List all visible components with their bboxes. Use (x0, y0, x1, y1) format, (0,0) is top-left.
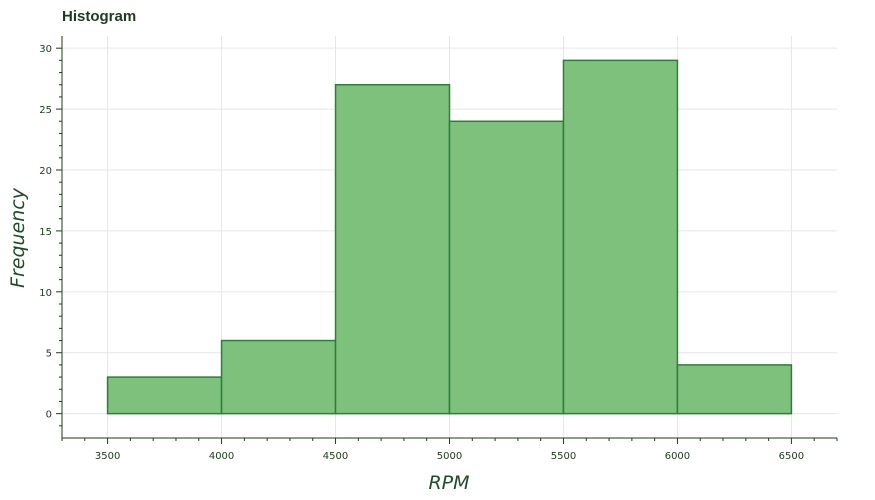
x-tick-label: 5500 (551, 451, 576, 462)
chart-title: Histogram (62, 8, 137, 25)
y-tick-label: 5 (46, 349, 52, 360)
histogram-bar (334, 83, 451, 415)
y-tick-label: 0 (46, 410, 52, 421)
x-tick-label: 6500 (779, 451, 804, 462)
histogram-bar (106, 376, 223, 415)
x-tick-label: 3500 (95, 451, 120, 462)
x-tick-label: 4500 (323, 451, 348, 462)
axes: 0 5 10 15 20 25 30 3500 4000 4500 5000 5500 6000 6500 (39, 36, 838, 462)
y-tick-label: 25 (39, 105, 52, 116)
y-axis-label: Frequency (7, 187, 29, 288)
x-tick-label: 5000 (437, 451, 462, 462)
histogram-bar (676, 364, 793, 415)
x-tick-label: 4000 (209, 451, 234, 462)
histogram-bar (448, 120, 565, 415)
histogram-bars (106, 59, 793, 415)
x-axis-label: RPM (428, 472, 469, 494)
y-tick-label: 20 (39, 166, 52, 177)
y-tick-label: 15 (39, 227, 52, 238)
histogram-bar (220, 339, 337, 415)
x-tick-label: 6000 (665, 451, 690, 462)
y-tick-label: 30 (39, 44, 52, 55)
histogram-bar (562, 59, 679, 415)
y-tick-label: 10 (39, 288, 52, 299)
